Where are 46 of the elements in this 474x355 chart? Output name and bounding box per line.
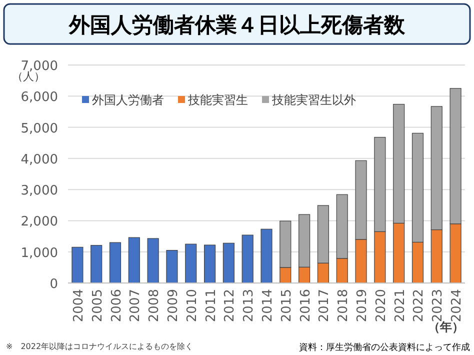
x-tick-label: 2022 bbox=[412, 289, 427, 322]
y-tick-label: 1,000 bbox=[20, 246, 58, 261]
legend-label: 技能実習生 bbox=[187, 93, 248, 107]
bar bbox=[242, 234, 254, 284]
title: 外国人労働者休業４日以上死傷者数 bbox=[69, 13, 405, 37]
bar bbox=[128, 237, 140, 284]
y-tick-label: 2,000 bbox=[20, 214, 58, 230]
x-tick-label: 2014 bbox=[260, 289, 276, 322]
x-tick-label: 2015 bbox=[279, 289, 294, 322]
x-tick-label: 2007 bbox=[128, 289, 144, 322]
bar bbox=[222, 242, 234, 284]
x-axis-title: （年） bbox=[428, 320, 464, 334]
x-tick-label: 2017 bbox=[317, 289, 332, 322]
bar bbox=[204, 244, 216, 284]
x-tick-label: 2005 bbox=[90, 289, 106, 322]
bar bbox=[185, 244, 197, 284]
x-tick-label: 2024 bbox=[450, 289, 465, 322]
x-tick-label: 2021 bbox=[392, 289, 408, 322]
text: ※ 2022年以降はコロナウイルスによるものを除く bbox=[6, 342, 194, 351]
y-tick-label: 3,000 bbox=[20, 184, 58, 199]
legend-label: 外国人労働者 bbox=[92, 93, 164, 107]
y-tick-label: 6,000 bbox=[20, 90, 58, 106]
x-tick-label: 2023 bbox=[430, 289, 446, 322]
x-tick-label: 2019 bbox=[355, 289, 370, 322]
x-tick-label: 2018 bbox=[336, 289, 352, 322]
bar bbox=[147, 238, 159, 284]
bar bbox=[260, 228, 272, 284]
x-tick-label: 2013 bbox=[242, 289, 257, 322]
y-tick-label: 4,000 bbox=[20, 152, 58, 168]
x-tick-label: 2011 bbox=[204, 289, 219, 322]
bar bbox=[90, 245, 102, 284]
x-tick-label: 2016 bbox=[298, 289, 314, 322]
bar bbox=[109, 242, 122, 284]
bar bbox=[166, 250, 178, 284]
bar bbox=[72, 246, 84, 284]
y-tick-label: 5,000 bbox=[20, 121, 58, 136]
x-tick-label: 2009 bbox=[166, 289, 181, 322]
x-tick-label: 2006 bbox=[109, 289, 124, 322]
x-tick-label: 2020 bbox=[374, 289, 389, 322]
x-tick-label: 2012 bbox=[222, 289, 238, 322]
x-tick-label: 2004 bbox=[71, 289, 86, 322]
legend-label: 技能実習生以外 bbox=[271, 93, 356, 107]
text: 資料：厚生労働省の公表資料によって作成 bbox=[299, 342, 470, 353]
x-tick-label: 2010 bbox=[184, 289, 200, 322]
y-tick-label: 0 bbox=[50, 277, 58, 292]
x-tick-label: 2008 bbox=[147, 289, 162, 322]
